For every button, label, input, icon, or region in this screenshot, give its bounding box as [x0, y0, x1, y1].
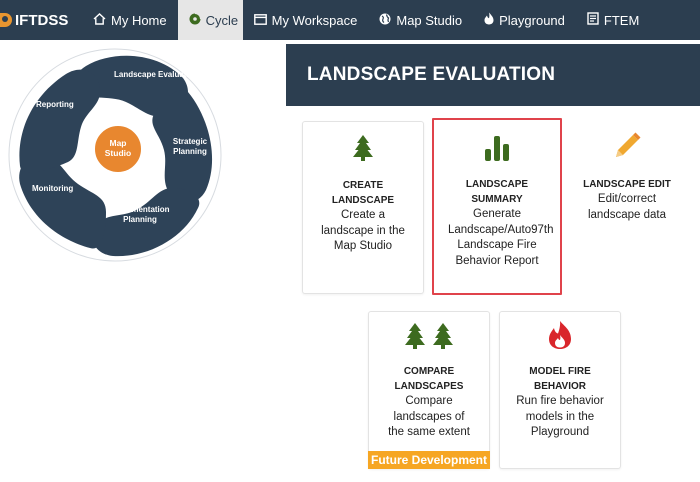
- segment-label-reporting[interactable]: Reporting: [36, 100, 74, 109]
- home-icon: [93, 12, 106, 28]
- landscape-summary-desc: Generate Landscape/Auto97th Landscape Fi…: [448, 208, 554, 267]
- nav-my-workspace[interactable]: My Workspace: [243, 0, 369, 40]
- center-label-map-studio[interactable]: Map Studio: [104, 138, 132, 158]
- pencil-icon: [564, 131, 690, 161]
- segment-label-landscape-evaluation[interactable]: Landscape Evaluation: [114, 70, 199, 79]
- map-studio-center: [93, 124, 143, 174]
- brand[interactable]: IFTDSS: [0, 0, 82, 40]
- create-landscape-desc: Create a landscape in the Map Studio: [321, 209, 405, 252]
- nav-my-home-label: My Home: [111, 12, 167, 28]
- segment-monitoring: [19, 155, 107, 249]
- create-landscape-card[interactable]: CREATE LANDSCAPE Create a landscape in t…: [302, 121, 424, 294]
- segment-label-monitoring[interactable]: Monitoring: [32, 184, 74, 193]
- future-development-badge: Future Development: [368, 451, 490, 469]
- nav-ftem[interactable]: FTEM: [576, 0, 650, 40]
- iftdss-logo-icon: [0, 13, 12, 27]
- nav-my-home[interactable]: My Home: [82, 0, 178, 40]
- segment-landscape-evaluation: [75, 55, 189, 117]
- two-trees-icon: [369, 320, 489, 350]
- landscape-edit-title: LANDSCAPE EDIT: [583, 179, 671, 190]
- page-title: LANDSCAPE EVALUATION: [286, 44, 700, 106]
- landscape-edit-desc: Edit/correct landscape data: [587, 193, 666, 221]
- nav-map-studio[interactable]: Map Studio: [368, 0, 473, 40]
- model-fire-behavior-card[interactable]: MODEL FIRE BEHAVIOR Run fire behavior mo…: [499, 311, 621, 469]
- nav-playground-label: Playground: [499, 12, 565, 28]
- segment-strategic-planning: [152, 90, 213, 203]
- landscape-summary-card[interactable]: LANDSCAPE SUMMARY Generate Landscape/Aut…: [434, 121, 560, 294]
- cycle-icon: [189, 12, 201, 28]
- segment-implementation-planning: [92, 188, 200, 257]
- create-landscape-title: CREATE LANDSCAPE: [331, 180, 395, 206]
- segment-label-implementation-planning[interactable]: Implementation Planning: [110, 205, 170, 224]
- model-fire-behavior-title: MODEL FIRE BEHAVIOR: [529, 366, 591, 392]
- report-icon: [587, 12, 599, 28]
- fire-icon: [500, 320, 620, 350]
- nav-cycle[interactable]: Cycle: [177, 0, 243, 40]
- flame-icon: [484, 12, 494, 28]
- nav-map-studio-label: Map Studio: [396, 12, 463, 28]
- segment-label-strategic-planning[interactable]: Strategic Planning: [172, 137, 208, 156]
- selection-highlight: [432, 118, 562, 295]
- window-icon: [253, 13, 267, 28]
- nav-playground[interactable]: Playground: [473, 0, 576, 40]
- segment-reporting: [19, 69, 101, 173]
- top-nav: IFTDSS My Home Cycle My Workspace Map St…: [0, 0, 700, 40]
- globe-icon: [379, 13, 391, 28]
- compare-landscapes-desc: Compare landscapes of the same extent: [388, 395, 470, 438]
- tree-icon: [303, 132, 423, 162]
- nav-my-workspace-label: My Workspace: [271, 12, 358, 28]
- bar-chart-icon: [434, 131, 560, 161]
- compare-landscapes-title: COMPARE LANDSCAPES: [394, 366, 464, 392]
- brand-name: IFTDSS: [15, 11, 69, 29]
- nav-cycle-label: Cycle: [205, 12, 239, 28]
- cycle-diagram: Landscape Evaluation Strategic Planning …: [8, 48, 222, 262]
- model-fire-behavior-desc: Run fire behavior models in the Playgrou…: [516, 395, 604, 438]
- landscape-summary-title: LANDSCAPE SUMMARY: [465, 179, 529, 205]
- compare-landscapes-card[interactable]: COMPARE LANDSCAPES Compare landscapes of…: [368, 311, 490, 469]
- nav-ftem-label: FTEM: [603, 12, 640, 28]
- landscape-edit-card[interactable]: LANDSCAPE EDIT Edit/correct landscape da…: [564, 121, 690, 294]
- cycle-wheel: [8, 48, 222, 262]
